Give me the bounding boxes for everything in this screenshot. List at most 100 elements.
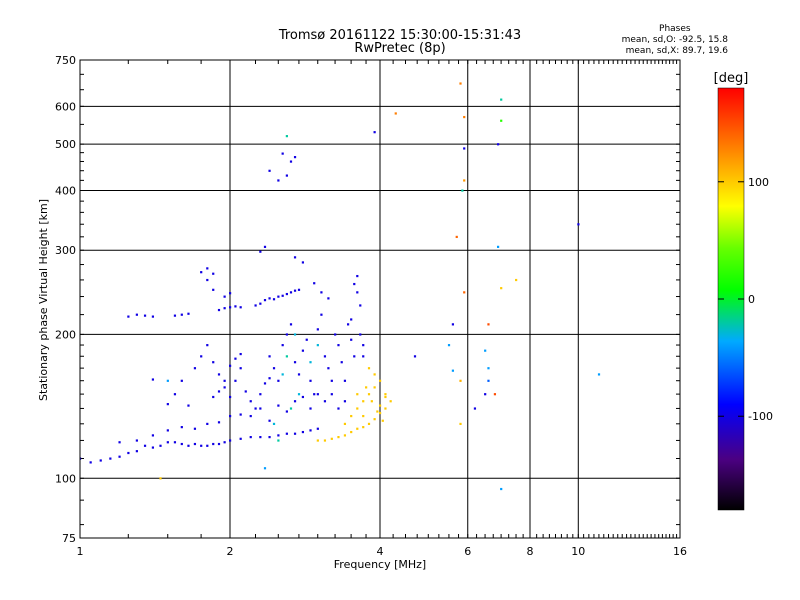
data-point-other [496, 245, 500, 248]
data-point-o [330, 393, 333, 396]
data-point-o [313, 282, 316, 285]
data-point-o [301, 261, 305, 264]
data-point-o [362, 344, 365, 347]
data-point-other [487, 379, 490, 382]
data-point-o [180, 442, 183, 446]
data-point-o [212, 272, 215, 275]
data-point-o [206, 267, 209, 270]
data-point-other [263, 467, 267, 470]
data-point-other [293, 333, 297, 336]
data-point-o [193, 442, 197, 446]
data-point-o [268, 419, 271, 422]
data-point-o [327, 367, 330, 370]
data-point-o [320, 313, 323, 316]
data-point-o [187, 312, 190, 315]
data-point-other [447, 344, 451, 347]
data-point-o [229, 292, 232, 295]
data-point-other [277, 439, 280, 442]
data-point-o [249, 414, 252, 418]
data-point-o [206, 278, 209, 282]
data-point-o [263, 382, 267, 385]
data-point-other [166, 379, 169, 382]
x-tick-label: 6 [464, 545, 471, 558]
data-point-other [297, 393, 301, 396]
data-point-o [463, 147, 466, 150]
data-point-o [309, 429, 312, 432]
data-point-o [187, 404, 190, 407]
data-point-o [277, 379, 280, 382]
y-tick-label: 400 [55, 184, 76, 197]
data-point-o [212, 395, 215, 399]
data-point-o [200, 444, 203, 447]
grid-lines [80, 60, 680, 538]
data-point-o [293, 156, 297, 159]
data-point-o [206, 422, 209, 426]
data-point-o [239, 437, 242, 440]
data-point-o [239, 413, 242, 416]
y-tick-label: 500 [55, 138, 76, 151]
data-point-x [343, 434, 347, 437]
y-tick-labels: 75 100 200 300 400 500 600 750 [55, 54, 76, 545]
data-point-o [229, 364, 232, 367]
data-point-o [285, 292, 288, 296]
data-point-x [367, 367, 371, 370]
data-point-o [268, 355, 271, 358]
data-point-o [109, 457, 112, 460]
data-point-o [297, 288, 301, 291]
data-point-o [135, 450, 138, 453]
chart-title: Tromsø 20161122 15:30:00-15:31:43 [278, 28, 522, 43]
data-point-o [223, 307, 226, 310]
data-point-o [343, 400, 347, 403]
data-point-o [166, 429, 169, 432]
data-point-x [356, 407, 359, 410]
colorbar-label: [deg] [714, 71, 749, 86]
data-point-other [451, 369, 455, 372]
phase-stats-o: mean, sd,O: -92.5, 15.8 [621, 35, 728, 45]
data-point-o [151, 446, 155, 449]
data-point-other [484, 349, 487, 352]
y-tick-label: 600 [55, 100, 76, 113]
data-point-o [373, 131, 376, 134]
data-point-o [359, 333, 362, 336]
data-point-o [223, 295, 226, 298]
data-point-o [320, 291, 323, 294]
data-point-o [330, 379, 333, 382]
x-tick-label: 10 [571, 545, 585, 558]
data-point-other [289, 407, 293, 410]
data-point-o [212, 442, 215, 446]
x-tick-label: 8 [527, 545, 534, 558]
data-point-x [373, 386, 376, 389]
data-point-x [463, 115, 466, 119]
data-point-x [373, 418, 376, 421]
data-point-o [234, 357, 237, 360]
x-axis-label: Frequency [MHz] [334, 558, 426, 571]
data-point-x [367, 393, 371, 396]
data-point-x [384, 395, 387, 399]
y-tick-label: 200 [55, 328, 76, 341]
data-point-x [500, 287, 503, 290]
phase-stats-x: mean, sd,X: 89.7, 19.6 [625, 46, 728, 56]
data-point-other [484, 393, 487, 396]
data-point-o [229, 395, 232, 399]
data-point-x [365, 386, 368, 389]
data-point-o [263, 245, 267, 248]
data-point-o [135, 313, 138, 316]
data-point-o [293, 432, 297, 435]
data-point-o [340, 361, 343, 364]
data-point-o [223, 441, 226, 444]
data-point-x [379, 379, 382, 382]
data-point-other [500, 98, 503, 101]
data-point-o [259, 302, 262, 305]
x-tick-labels: 1 2 4 6 8 10 16 [77, 545, 688, 558]
data-point-x [379, 411, 382, 415]
data-point-o [289, 291, 293, 294]
data-point-o [301, 395, 305, 399]
data-point-other [461, 189, 464, 192]
data-point-o [239, 306, 242, 309]
data-point-o [118, 455, 121, 458]
data-point-o [187, 444, 190, 447]
data-point-o [356, 291, 359, 294]
data-point-o [229, 414, 232, 418]
data-point-o [151, 434, 155, 437]
data-point-x [381, 419, 384, 422]
